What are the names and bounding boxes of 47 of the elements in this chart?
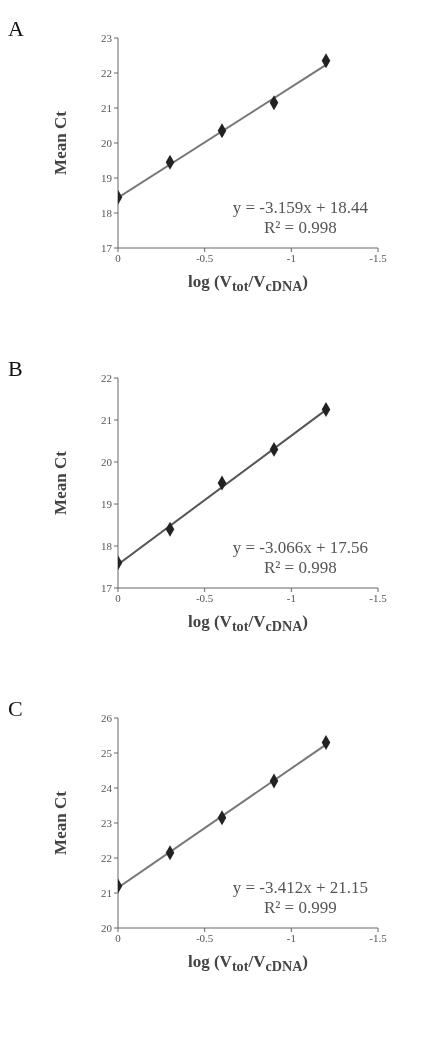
y-tick-label: 23 [101, 31, 113, 44]
y-tick-label: 21 [101, 101, 112, 114]
x-tick-label: 0 [115, 591, 122, 604]
annotation: y = -3.066x + 17.56 [232, 538, 368, 558]
y-axis-title: Mean Ct [51, 790, 71, 855]
y-tick-label: 22 [101, 371, 112, 384]
annotation: R² = 0.998 [262, 558, 338, 578]
y-tick-label: 23 [101, 816, 113, 829]
x-tick-label: -1 [286, 931, 296, 944]
x-tick-label: -0.5 [195, 931, 214, 944]
y-tick-label: 22 [101, 66, 112, 79]
x-tick-label: -0.5 [195, 591, 214, 604]
x-tick-label: -1 [286, 251, 296, 264]
y-tick-label: 20 [101, 921, 113, 934]
x-tick-label: 0 [115, 931, 122, 944]
y-tick-label: 25 [101, 746, 113, 759]
y-tick-label: 20 [101, 455, 113, 468]
y-axis-title: Mean Ct [51, 450, 71, 515]
y-tick-label: 24 [101, 781, 113, 794]
y-tick-label: 17 [101, 241, 113, 254]
x-tick-label: -1 [286, 591, 296, 604]
chart-title: A [8, 16, 24, 42]
y-tick-label: 26 [101, 711, 113, 724]
y-tick-label: 20 [101, 136, 113, 149]
y-tick-label: 18 [101, 539, 113, 552]
y-axis-title: Mean Ct [51, 110, 71, 175]
y-tick-label: 19 [101, 171, 113, 184]
x-axis-title: log (V$_{tot}$/V$_{cDNA}$) [186, 612, 310, 636]
y-tick-label: 17 [101, 581, 113, 594]
annotation: y = -3.412x + 21.15 [232, 878, 368, 898]
chart-title: B [8, 356, 23, 382]
annotation: R² = 0.998 [262, 218, 338, 238]
y-tick-label: 19 [101, 497, 113, 510]
x-tick-label: -0.5 [195, 251, 214, 264]
x-axis-title: log (V$_{tot}$/V$_{cDNA}$) [186, 952, 310, 976]
chart-title: C [8, 696, 23, 722]
annotation: R² = 0.999 [262, 898, 338, 918]
annotation: y = -3.159x + 18.44 [232, 198, 368, 218]
y-tick-label: 18 [101, 206, 113, 219]
x-tick-label: -1.5 [369, 931, 388, 944]
x-tick-label: -1.5 [369, 251, 388, 264]
x-tick-label: -1.5 [369, 591, 388, 604]
y-tick-label: 22 [101, 851, 112, 864]
x-axis-title: log (V$_{tot}$/V$_{cDNA}$) [186, 272, 310, 296]
x-tick-label: 0 [115, 251, 122, 264]
y-tick-label: 21 [101, 886, 112, 899]
y-tick-label: 21 [101, 413, 112, 426]
